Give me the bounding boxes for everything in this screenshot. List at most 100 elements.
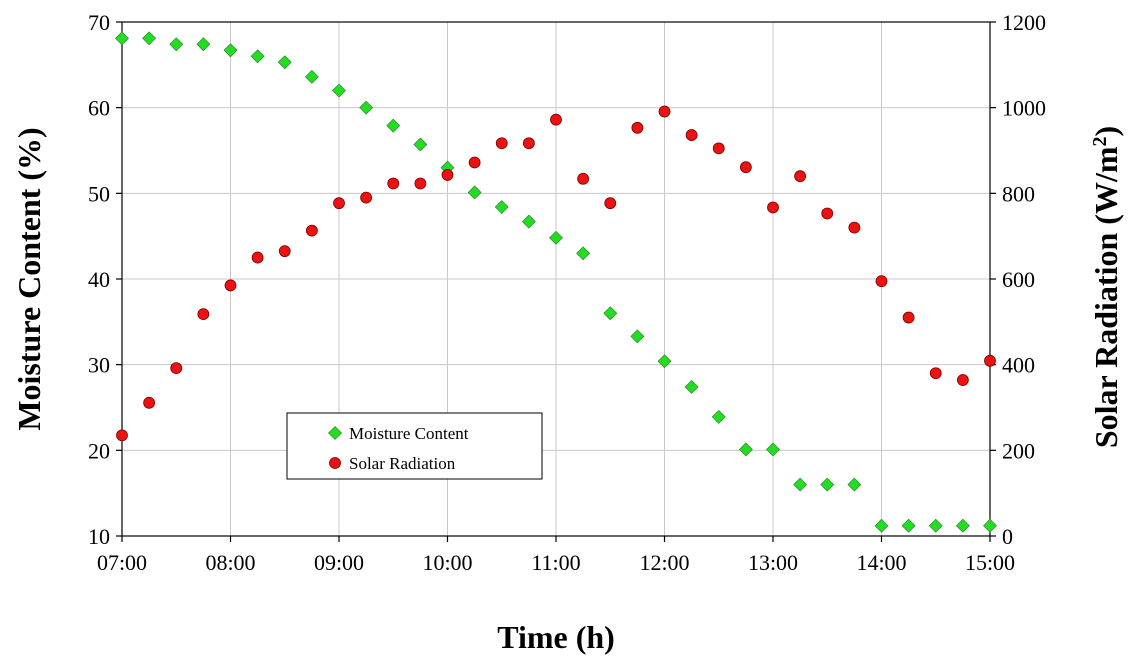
- solar-radiation-point: [739, 161, 752, 174]
- solar-radiation-point: [956, 374, 969, 386]
- moisture-content-point: [793, 477, 808, 492]
- y2-tick-label: 400: [1002, 353, 1035, 378]
- solar-radiation-point: [685, 129, 698, 141]
- solar-radiation-point: [441, 169, 454, 181]
- solar-radiation-point: [278, 245, 291, 258]
- solar-radiation-point: [767, 201, 779, 214]
- solar-radiation-point: [251, 251, 264, 264]
- y2-tick-label: 0: [1002, 524, 1013, 549]
- solar-radiation-point: [712, 142, 725, 155]
- moisture-content-point: [820, 477, 835, 492]
- moisture-content-point: [250, 49, 265, 64]
- moisture-content-point: [603, 306, 618, 321]
- solar-radiation-point: [875, 275, 888, 288]
- moisture-content-point: [630, 329, 645, 344]
- y2-axis-title-superscript: 2: [1089, 137, 1111, 147]
- solar-radiation-point: [550, 113, 562, 126]
- data-points: [115, 31, 997, 533]
- legend-box: [286, 412, 543, 480]
- solar-radiation-point: [821, 207, 834, 220]
- x-tick-label: 11:00: [531, 550, 580, 575]
- solar-radiation-point: [414, 177, 427, 190]
- x-tick-label: 09:00: [314, 550, 364, 575]
- moisture-content-point: [467, 185, 482, 200]
- solar-radiation-point: [929, 367, 942, 380]
- legend-circle-marker: [329, 457, 341, 469]
- moisture-content-point: [386, 118, 401, 133]
- moisture-content-point: [494, 200, 509, 214]
- x-tick-label: 15:00: [965, 550, 1015, 575]
- moisture-content-point: [142, 31, 157, 46]
- y2-axis-title: Solar Radiation (W/m2): [1088, 126, 1124, 448]
- legend: Moisture Content Solar Radiation: [286, 412, 543, 480]
- moisture-content-point: [413, 137, 428, 152]
- y-axis-title: Moisture Content (%): [11, 127, 47, 430]
- legend-items: Moisture Content Solar Radiation: [328, 424, 469, 473]
- y2-tick-label: 800: [1002, 181, 1035, 206]
- moisture-content-point: [223, 43, 238, 58]
- y-tick-label: 50: [88, 181, 110, 206]
- moisture-content-point: [169, 37, 184, 52]
- moisture-content-point: [766, 442, 780, 457]
- left-axis: 10 20 30 40 50 60 70: [88, 10, 122, 549]
- y-tick-label: 10: [88, 524, 110, 549]
- x-axis-title: Time (h): [497, 619, 615, 655]
- legend-diamond-marker: [328, 426, 342, 440]
- moisture-content-point: [684, 380, 699, 394]
- x-tick-label: 10:00: [422, 550, 472, 575]
- moisture-content-point: [521, 214, 536, 229]
- y-tick-label: 30: [88, 353, 110, 378]
- x-axis: 07:00 08:00 09:00 10:00 11:00 12:00 13:00 14:00…: [97, 536, 1015, 575]
- moisture-content-point: [711, 409, 726, 424]
- solar-radiation-point: [848, 221, 861, 234]
- moisture-content-point: [901, 518, 916, 533]
- solar-radiation-point: [143, 396, 156, 409]
- solar-radiation-point: [305, 224, 318, 237]
- solar-radiation-point: [170, 362, 183, 374]
- x-tick-label: 14:00: [856, 550, 906, 575]
- solar-radiation-point: [116, 429, 128, 442]
- moisture-content-point: [115, 31, 129, 46]
- moisture-content-point: [576, 246, 591, 261]
- moisture-content-point: [738, 442, 753, 457]
- solar-radiation-point: [495, 137, 508, 150]
- moisture-content-point: [657, 354, 672, 369]
- x-tick-label: 13:00: [748, 550, 798, 575]
- grid: [121, 21, 991, 537]
- y2-tick-label: 1000: [1002, 96, 1046, 121]
- moisture-content-point: [277, 55, 292, 70]
- moisture-content-point: [304, 69, 319, 84]
- legend-label: Solar Radiation: [349, 454, 456, 473]
- moisture-content-point: [196, 37, 211, 52]
- moisture-content-point: [847, 477, 862, 492]
- y-tick-label: 40: [88, 267, 110, 292]
- legend-label: Moisture Content: [349, 424, 469, 443]
- legend-item: Solar Radiation: [329, 454, 456, 473]
- moisture-content-point: [332, 83, 346, 98]
- solar-radiation-point: [984, 354, 996, 367]
- moisture-content-point: [928, 518, 943, 533]
- y2-tick-label: 1200: [1002, 10, 1046, 35]
- right-axis: 0 200 400 600 800 1000 1200: [990, 10, 1046, 549]
- solar-radiation-point: [224, 279, 237, 292]
- solar-radiation-point: [360, 191, 373, 204]
- solar-radiation-point: [604, 197, 617, 210]
- solar-radiation-point: [794, 170, 807, 183]
- solar-radiation-point: [197, 308, 210, 321]
- y2-axis-title-main: Solar Radiation (W/m: [1088, 146, 1124, 448]
- y2-axis-title-close: ): [1088, 126, 1124, 137]
- solar-radiation-point: [902, 311, 915, 324]
- moisture-content-point: [983, 518, 997, 533]
- moisture-content-point: [955, 518, 970, 533]
- solar-radiation-point: [522, 137, 535, 150]
- moisture-content-point: [874, 518, 889, 533]
- legend-item: Moisture Content: [328, 424, 469, 443]
- solar-radiation-point: [387, 177, 400, 190]
- y-tick-label: 70: [88, 10, 110, 35]
- solar-radiation-point: [631, 121, 644, 134]
- moisture-content-point: [359, 100, 374, 115]
- y2-tick-label: 600: [1002, 267, 1035, 292]
- x-tick-label: 12:00: [639, 550, 689, 575]
- series-moisture-content: [115, 31, 997, 533]
